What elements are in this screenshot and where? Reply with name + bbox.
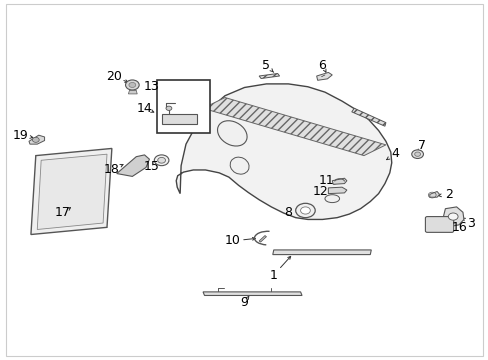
Circle shape xyxy=(154,155,168,166)
Polygon shape xyxy=(203,98,385,156)
Polygon shape xyxy=(328,187,346,194)
Polygon shape xyxy=(443,207,463,226)
Text: 16: 16 xyxy=(450,221,466,234)
Polygon shape xyxy=(128,90,137,94)
Text: 1: 1 xyxy=(269,269,277,282)
Polygon shape xyxy=(176,84,391,220)
Polygon shape xyxy=(29,135,44,144)
Text: 20: 20 xyxy=(106,69,122,82)
Circle shape xyxy=(129,82,136,87)
Polygon shape xyxy=(259,73,279,78)
Polygon shape xyxy=(31,148,112,234)
Text: 18: 18 xyxy=(104,163,120,176)
Circle shape xyxy=(414,152,420,156)
Polygon shape xyxy=(203,292,302,296)
Circle shape xyxy=(295,203,315,218)
Text: 6: 6 xyxy=(318,59,326,72)
Text: 4: 4 xyxy=(391,147,399,159)
Circle shape xyxy=(32,137,39,142)
Text: 8: 8 xyxy=(284,206,292,219)
Text: 7: 7 xyxy=(417,139,425,152)
Text: 10: 10 xyxy=(224,234,240,247)
Polygon shape xyxy=(117,155,149,176)
Text: 3: 3 xyxy=(467,216,474,230)
Polygon shape xyxy=(37,154,107,229)
Text: 13: 13 xyxy=(143,80,160,93)
Text: 2: 2 xyxy=(445,188,452,201)
Polygon shape xyxy=(351,108,385,126)
Ellipse shape xyxy=(230,157,248,174)
Text: 12: 12 xyxy=(311,185,327,198)
Polygon shape xyxy=(272,250,370,255)
Polygon shape xyxy=(429,192,439,197)
Circle shape xyxy=(447,213,457,220)
Circle shape xyxy=(125,80,139,90)
Text: 14: 14 xyxy=(137,102,153,115)
Circle shape xyxy=(165,106,171,111)
Circle shape xyxy=(158,157,165,163)
Text: 19: 19 xyxy=(12,129,28,142)
Polygon shape xyxy=(331,178,346,184)
Ellipse shape xyxy=(325,195,339,203)
Text: 11: 11 xyxy=(318,174,334,187)
Circle shape xyxy=(300,207,310,214)
Ellipse shape xyxy=(217,121,246,146)
Polygon shape xyxy=(259,235,266,242)
FancyBboxPatch shape xyxy=(425,217,453,232)
Circle shape xyxy=(411,150,423,158)
Text: 17: 17 xyxy=(55,207,71,220)
Text: 9: 9 xyxy=(240,296,248,309)
Bar xyxy=(161,114,196,125)
Text: 15: 15 xyxy=(143,160,160,173)
Bar xyxy=(157,80,210,134)
Polygon shape xyxy=(316,72,331,80)
Text: 5: 5 xyxy=(262,59,270,72)
